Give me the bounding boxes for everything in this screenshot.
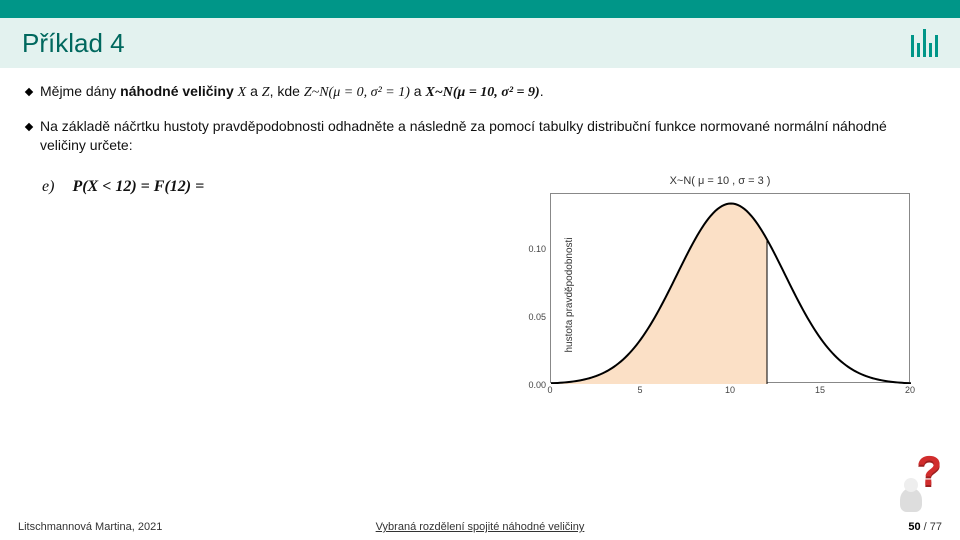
page-sep: / [921, 521, 930, 533]
bullet-marker-icon [25, 122, 33, 130]
text-fragment: . [540, 83, 544, 99]
footer-subject: Vybraná rozdělení spojité náhodné veliči… [376, 521, 585, 533]
math-var: X [238, 85, 247, 100]
title-band: Příklad 4 [0, 18, 960, 68]
bullet-2: Na základě náčrtku hustoty pravděpodobno… [26, 117, 934, 164]
bullet-marker-icon [25, 88, 33, 96]
math-expr: Z~N(μ = 0, σ² = 1) [304, 85, 410, 100]
chart-plot-area [550, 193, 910, 383]
chart-svg [551, 194, 911, 384]
math-expr-bold: X~N(μ = 10, σ² = 9) [425, 85, 539, 100]
text-fragment: , kde [270, 83, 304, 99]
question-label: e) [42, 176, 54, 198]
chart-xtick: 20 [905, 385, 915, 395]
footer-author: Litschmannová Martina, 2021 [18, 521, 162, 533]
bullet-1-text: Mějme dány náhodné veličiny X a Z, kde Z… [40, 82, 544, 103]
chart-ytick: 0.10 [528, 244, 546, 250]
bullet-2-text: Na základě náčrtku hustoty pravděpodobno… [40, 117, 934, 156]
chart-ytick: 0.00 [528, 380, 546, 386]
accent-top-bar [0, 0, 960, 18]
slide-title: Příklad 4 [22, 28, 125, 59]
chart-title: X~N( μ = 10 , σ = 3 ) [510, 175, 930, 187]
page-total: 77 [930, 521, 942, 533]
text-fragment: a [246, 83, 262, 99]
page-current: 50 [908, 521, 920, 533]
bullet-1: Mějme dány náhodné veličiny X a Z, kde Z… [26, 82, 934, 111]
math-var: Z [262, 85, 270, 100]
chart-xtick: 10 [725, 385, 735, 395]
footer-page: 50 / 77 [908, 521, 942, 533]
text-fragment: a [410, 83, 426, 99]
question-mark-icon: ? [916, 450, 942, 492]
logo-bars-icon [911, 29, 938, 57]
question-mark-figure: ? [892, 456, 942, 512]
chart-xtick: 15 [815, 385, 825, 395]
footer: Litschmannová Martina, 2021 Vybraná rozd… [0, 514, 960, 540]
chart-ytick: 0.05 [528, 312, 546, 318]
text-fragment: Mějme dány [40, 83, 120, 99]
density-chart: X~N( μ = 10 , σ = 3 ) hustota pravděpodo… [510, 175, 930, 415]
chart-xtick: 5 [637, 385, 642, 395]
text-bold: náhodné veličiny [120, 83, 237, 99]
chart-xtick: 0 [547, 385, 552, 395]
question-expr: P(X < 12) = F(12) = [72, 176, 204, 198]
math-expr: P(X < 12) = F(12) = [72, 178, 204, 195]
